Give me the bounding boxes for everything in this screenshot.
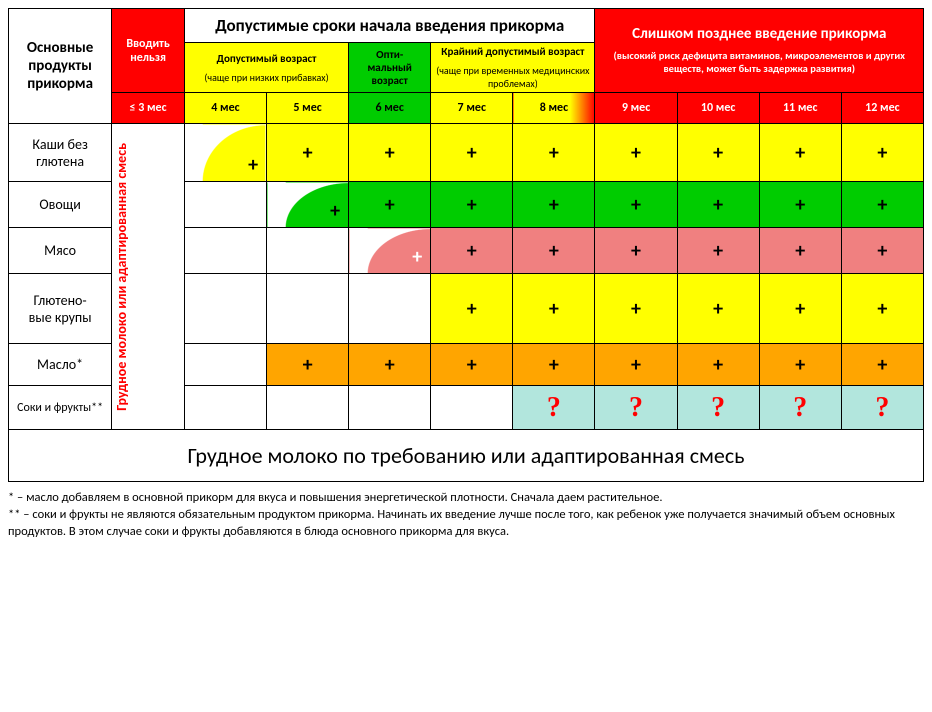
col-forbidden: Вводить нельзя [112, 9, 185, 93]
cell [184, 228, 266, 274]
header-row-months: ≤ 3 мес 4 мес 5 мес 6 мес 7 мес 8 мес 9 … [9, 93, 924, 124]
toolate-sub: (высокий риск дефицита витаминов, микроэ… [597, 47, 921, 81]
cell: + [513, 228, 595, 274]
cell: + [841, 182, 923, 228]
cell: + [841, 274, 923, 344]
col-toolate: Слишком позднее введение прикорма (высок… [595, 9, 924, 93]
cell [184, 344, 266, 386]
cell: + [841, 124, 923, 182]
cell [184, 274, 266, 344]
row-kasha: Каши без глютена Грудное молоко или адап… [9, 124, 924, 182]
cell: ? [677, 386, 759, 430]
footer-row: Грудное молоко по требованию или адаптир… [9, 430, 924, 482]
cell: + [513, 124, 595, 182]
cell [184, 386, 266, 430]
col-permissible-title: Допустимые сроки начала введения прикорм… [184, 9, 595, 43]
cell: + [677, 274, 759, 344]
cell: + [431, 182, 513, 228]
m10: 10 мес [677, 93, 759, 124]
footnotes: * – масло добавляем в основной прикорм д… [8, 490, 924, 541]
cell: + [677, 228, 759, 274]
feeding-schedule-table: Основные продукты прикорма Вводить нельз… [8, 8, 924, 482]
cell: + [184, 124, 266, 182]
cell [431, 386, 513, 430]
col-permissible-age: Допустимый возраст (чаще при низких приб… [184, 43, 348, 93]
m12: 12 мес [841, 93, 923, 124]
cell: + [759, 182, 841, 228]
col-extreme-age: Крайний допустимый возраст (чаще при вре… [431, 43, 595, 93]
cell: + [349, 124, 431, 182]
m5: 5 мес [267, 93, 349, 124]
cell: + [431, 124, 513, 182]
row-label-soki: Соки и фрукты** [9, 386, 112, 430]
extreme-age-sub: (чаще при временных медицинских проблема… [433, 64, 592, 90]
cell: + [513, 182, 595, 228]
cell: + [595, 228, 677, 274]
cell: ? [595, 386, 677, 430]
extreme-age-label: Крайний допустимый возраст [433, 45, 592, 58]
m6: 6 мес [349, 93, 431, 124]
cell: + [841, 344, 923, 386]
cell: ? [841, 386, 923, 430]
cell: + [349, 344, 431, 386]
cell: ? [759, 386, 841, 430]
cell: + [267, 344, 349, 386]
row-label-maslo: Масло* [9, 344, 112, 386]
cell [349, 274, 431, 344]
cell [267, 274, 349, 344]
m7: 7 мес [431, 93, 513, 124]
cell [267, 386, 349, 430]
footer-text: Грудное молоко по требованию или адаптир… [9, 430, 924, 482]
m3: ≤ 3 мес [112, 93, 185, 124]
cell: + [677, 344, 759, 386]
cell: + [759, 344, 841, 386]
row-label-ovoshi: Овощи [9, 182, 112, 228]
side-text: Грудное молоко или адаптированная смесь [114, 143, 129, 411]
col-optimal: Опти- мальный возраст [349, 43, 431, 93]
cell: + [349, 228, 431, 274]
toolate-title: Слишком позднее введение прикорма [597, 21, 921, 47]
cell: + [595, 124, 677, 182]
row-label-gluten: Глютено- вые крупы [9, 274, 112, 344]
cell: ? [513, 386, 595, 430]
note-1: * – масло добавляем в основной прикорм д… [8, 490, 924, 507]
cell: + [759, 274, 841, 344]
cell: + [513, 274, 595, 344]
permissible-age-label: Допустимый возраст [187, 52, 346, 65]
side-vertical: Грудное молоко или адаптированная смесь [112, 124, 185, 430]
header-row-1: Основные продукты прикорма Вводить нельз… [9, 9, 924, 43]
permissible-age-sub: (чаще при низких прибавках) [187, 71, 346, 84]
cell: + [759, 124, 841, 182]
m4: 4 мес [184, 93, 266, 124]
m11: 11 мес [759, 93, 841, 124]
cell: + [267, 182, 349, 228]
m8: 8 мес [513, 93, 595, 124]
cell: + [595, 182, 677, 228]
cell: + [677, 124, 759, 182]
row-label-myaso: Мясо [9, 228, 112, 274]
cell: + [431, 228, 513, 274]
cell: + [513, 344, 595, 386]
cell [267, 228, 349, 274]
cell: + [349, 182, 431, 228]
cell [349, 386, 431, 430]
note-2: ** – соки и фрукты не являются обязатель… [8, 507, 924, 541]
cell: + [677, 182, 759, 228]
cell: + [841, 228, 923, 274]
m9: 9 мес [595, 93, 677, 124]
col-products: Основные продукты прикорма [9, 9, 112, 124]
cell: + [267, 124, 349, 182]
row-label-kasha: Каши без глютена [9, 124, 112, 182]
cell: + [431, 274, 513, 344]
cell: + [595, 274, 677, 344]
cell: + [431, 344, 513, 386]
cell [184, 182, 266, 228]
cell: + [595, 344, 677, 386]
cell: + [759, 228, 841, 274]
